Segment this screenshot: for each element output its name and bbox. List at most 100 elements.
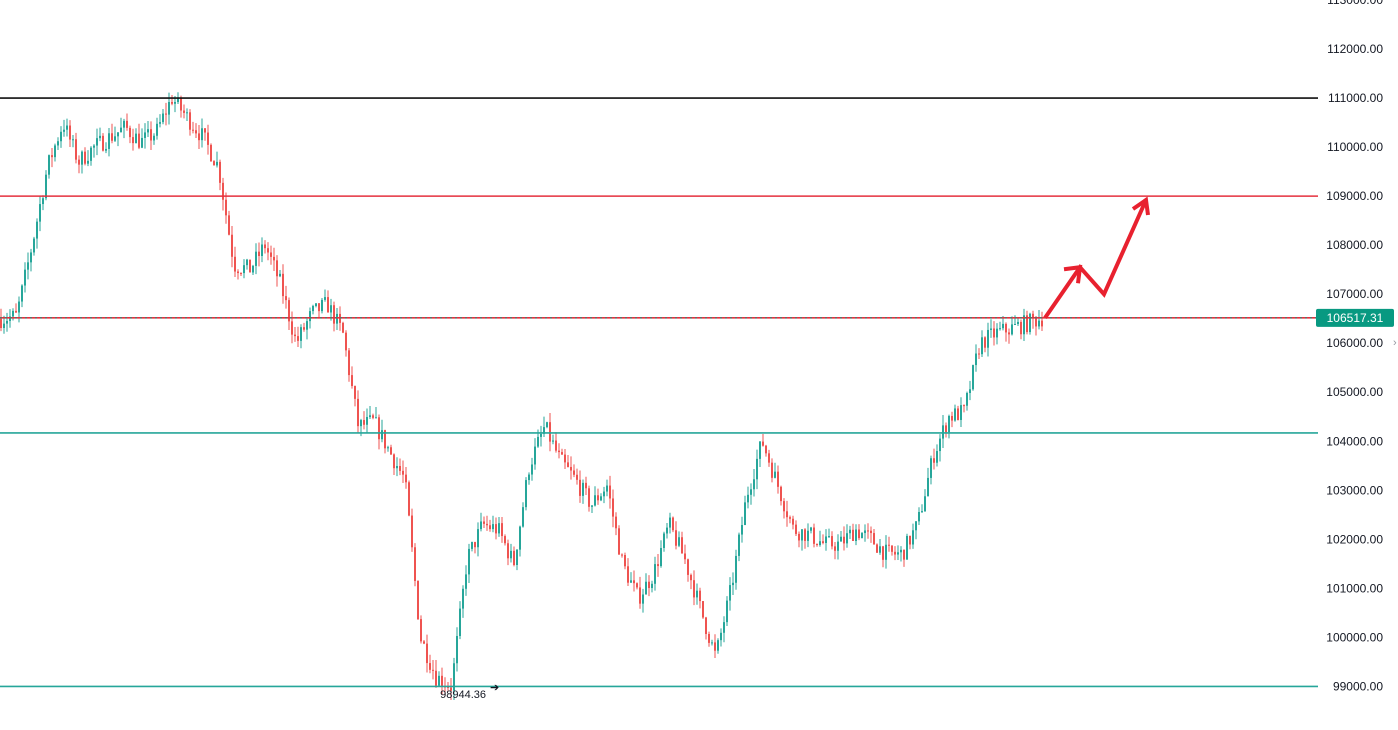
candle (762, 434, 764, 447)
candle (804, 528, 806, 549)
candle (714, 634, 716, 659)
candle (672, 516, 674, 533)
candle (123, 118, 125, 139)
candle-body (585, 482, 587, 489)
candle (795, 520, 797, 537)
candle-body (486, 523, 488, 526)
candle (213, 160, 215, 166)
candle (108, 127, 110, 157)
candle-body (264, 244, 266, 249)
candle (618, 525, 620, 555)
current-price-badge: 106517.31 (1316, 308, 1394, 327)
candle (273, 247, 275, 272)
candle-body (426, 643, 428, 664)
candle-body (330, 305, 332, 313)
candle (78, 155, 80, 174)
candle (225, 192, 227, 224)
candle (315, 303, 317, 308)
candle-body (441, 675, 443, 687)
candle (567, 455, 569, 468)
candle-body (699, 590, 701, 602)
candle (12, 308, 14, 321)
candle-body (705, 617, 707, 634)
candle-body (681, 537, 683, 554)
candle-body (276, 260, 278, 277)
candle-body (282, 273, 284, 297)
candle-body (18, 301, 20, 313)
candle (255, 243, 257, 275)
candle (597, 488, 599, 505)
candle-body (285, 296, 287, 301)
candle (21, 284, 23, 308)
projection-arrow[interactable] (1043, 196, 1150, 319)
candle (486, 515, 488, 531)
candle (615, 512, 617, 536)
candle (1029, 312, 1031, 335)
candle (348, 347, 350, 382)
candle (345, 330, 347, 357)
candle (294, 326, 296, 342)
candle (867, 523, 869, 539)
candle-body (630, 580, 632, 583)
candle (84, 147, 86, 166)
candle-body (1023, 315, 1025, 335)
horizontal-levels[interactable] (0, 97, 1318, 688)
candle (624, 552, 626, 570)
candle (147, 120, 149, 137)
candle-body (480, 521, 482, 530)
candle-body (234, 256, 236, 272)
y-tick-label: 108000.00 (1326, 238, 1383, 252)
candle-body (600, 496, 602, 501)
y-tick-label: 102000.00 (1326, 532, 1383, 546)
axis-scroll-handle[interactable]: › (1393, 337, 1397, 349)
candle (366, 408, 368, 433)
candle (816, 543, 818, 547)
candle-body (927, 477, 929, 497)
candle (876, 543, 878, 554)
candle (36, 218, 38, 249)
candle-body (828, 536, 830, 538)
candle-body (831, 536, 833, 547)
candle-body (1032, 313, 1034, 319)
candle (888, 536, 890, 552)
candle-body (240, 273, 242, 275)
price-axis[interactable]: 113000.00 112000.00 111000.00 110000.00 1090… (1318, 0, 1398, 725)
candle (252, 264, 254, 276)
candle-body (303, 327, 305, 330)
candle-body (291, 321, 293, 335)
candle-body (714, 642, 716, 651)
candle (204, 128, 206, 141)
candle (432, 660, 434, 680)
candle (771, 458, 773, 483)
candle-body (729, 585, 731, 601)
candle (87, 150, 89, 167)
candle-body (222, 182, 224, 200)
candle-body (594, 495, 596, 506)
candle-body (204, 128, 206, 133)
candle-body (825, 536, 827, 544)
candle (879, 539, 881, 555)
candle-body (513, 550, 515, 565)
candle-body (33, 238, 35, 253)
candle-body (576, 474, 578, 480)
candle (753, 469, 755, 497)
candle-body (726, 600, 728, 623)
candle-body (228, 215, 230, 235)
price-axis-bg[interactable] (1318, 0, 1398, 725)
candle-body (777, 471, 779, 487)
candle-body (960, 405, 962, 420)
candle-body (450, 687, 452, 691)
candle-body (924, 496, 926, 512)
candle (831, 531, 833, 550)
projection-arrow-path[interactable] (1043, 199, 1148, 319)
candle-body (786, 511, 788, 518)
candle-body (1035, 318, 1037, 327)
candle (246, 258, 248, 270)
candle-body (570, 466, 572, 471)
candle-body (738, 534, 740, 556)
chevron-right-icon[interactable]: › (1393, 337, 1397, 349)
candle-body (756, 458, 758, 480)
candle-body (789, 517, 791, 519)
